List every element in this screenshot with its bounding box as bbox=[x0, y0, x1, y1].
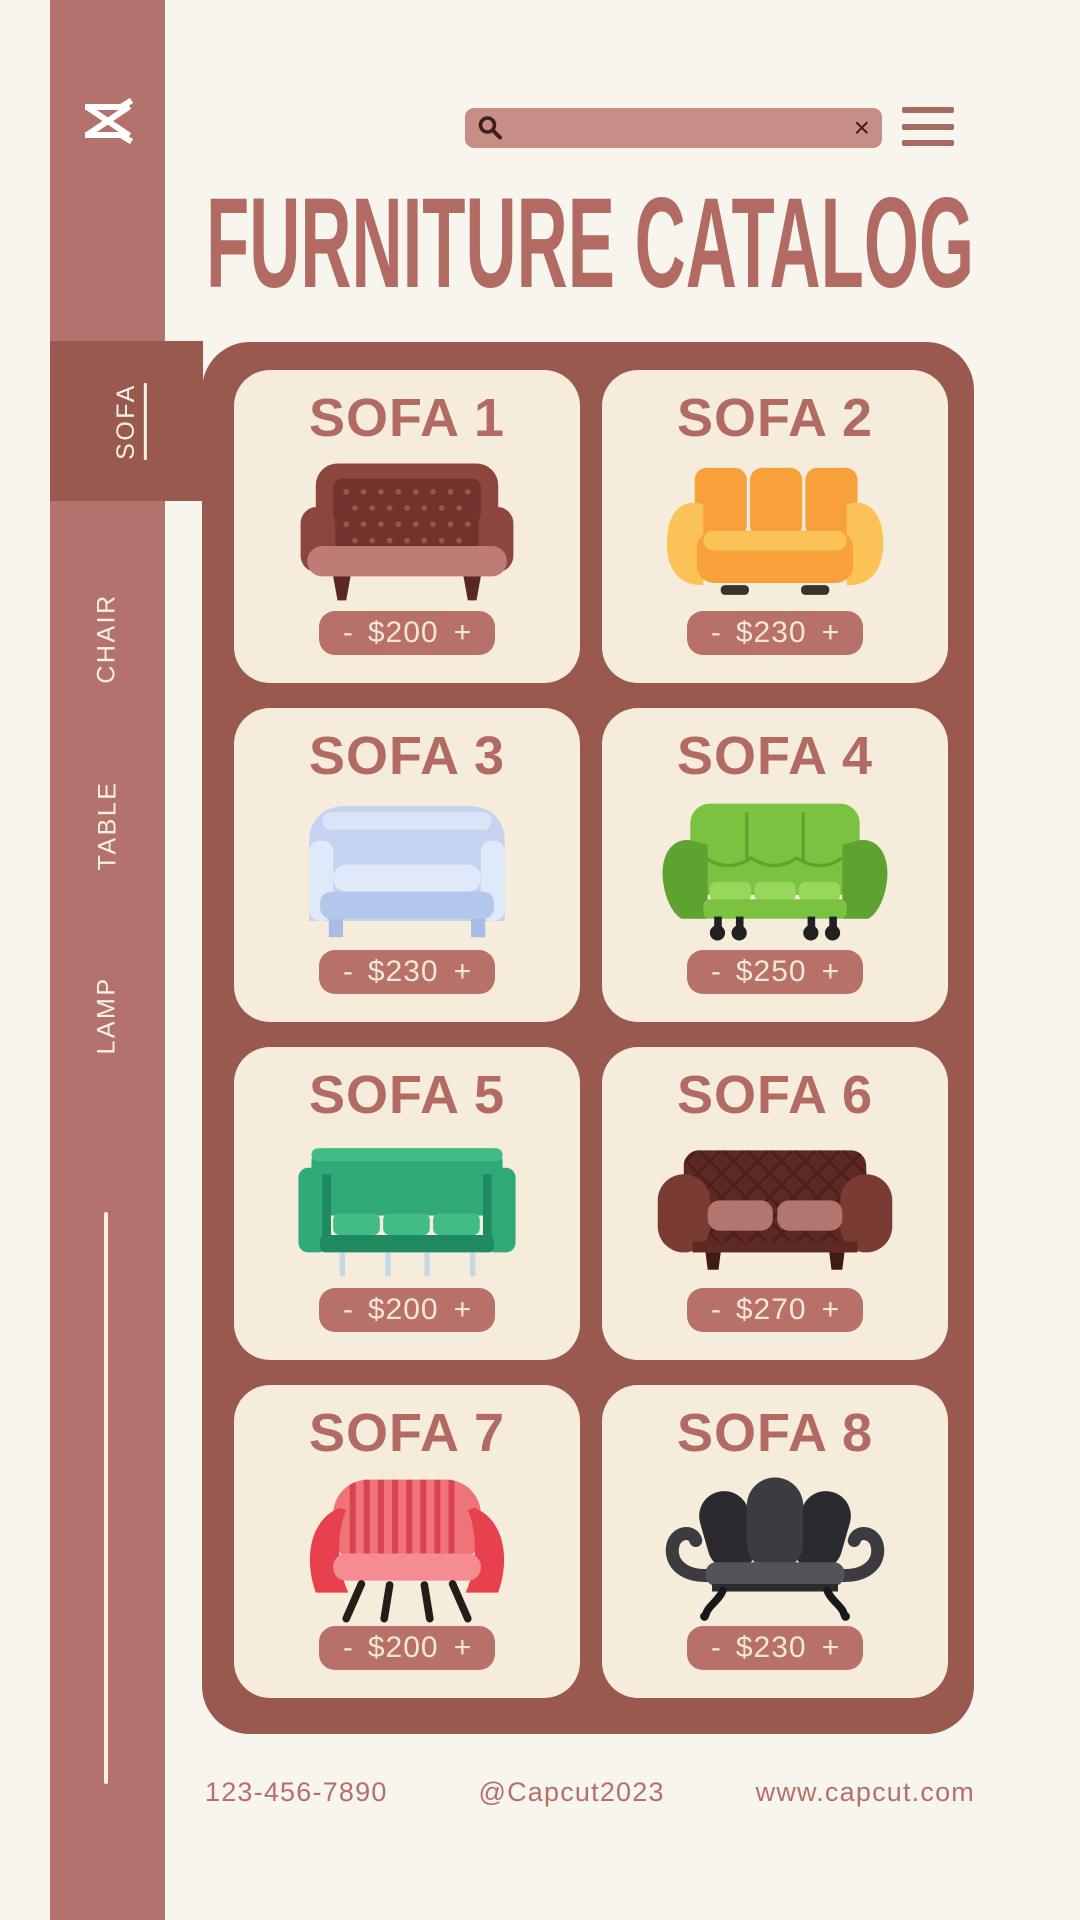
price-value: $270 bbox=[735, 1292, 807, 1326]
product-title: SOFA 5 bbox=[308, 1064, 506, 1125]
price-value: $200 bbox=[367, 616, 439, 650]
sidebar-item-table[interactable]: TABLE bbox=[50, 725, 165, 925]
product-title: SOFA 8 bbox=[676, 1402, 874, 1463]
price-value: $250 bbox=[735, 954, 807, 988]
price-stepper: - $200 + bbox=[318, 611, 496, 656]
product-title: SOFA 6 bbox=[676, 1064, 874, 1125]
sofa-8-image bbox=[639, 1471, 911, 1623]
increase-price-button[interactable]: + bbox=[821, 616, 840, 650]
sofa-1-image bbox=[271, 457, 543, 609]
menu-bar bbox=[902, 140, 954, 146]
increase-price-button[interactable]: + bbox=[453, 1631, 472, 1664]
product-card-sofa-2[interactable]: SOFA 2 - $230 + bbox=[602, 370, 948, 684]
sofa-7-image bbox=[271, 1471, 543, 1623]
sidebar-item-chair[interactable]: CHAIR bbox=[50, 538, 165, 738]
sidebar-item-sofa-active-tab[interactable]: SOFA bbox=[50, 341, 203, 501]
price-value: $230 bbox=[735, 616, 807, 650]
decrease-price-button[interactable]: - bbox=[342, 616, 353, 650]
sidebar-divider-line bbox=[104, 1212, 108, 1784]
product-card-sofa-8[interactable]: SOFA 8 - $230 + bbox=[602, 1384, 948, 1698]
price-value: $230 bbox=[367, 954, 439, 988]
sidebar-item-label: TABLE bbox=[93, 780, 121, 870]
menu-bar bbox=[902, 107, 954, 113]
menu-button[interactable] bbox=[902, 107, 954, 146]
decrease-price-button[interactable]: - bbox=[710, 1631, 721, 1664]
price-stepper: - $200 + bbox=[318, 1626, 496, 1670]
decrease-price-button[interactable]: - bbox=[342, 1631, 353, 1664]
search-input[interactable] bbox=[511, 114, 846, 142]
price-stepper: - $250 + bbox=[686, 949, 864, 994]
product-card-sofa-1[interactable]: SOFA 1 - $200 + bbox=[234, 370, 580, 684]
product-card-sofa-5[interactable]: SOFA 5 - $200 + bbox=[234, 1046, 580, 1360]
increase-price-button[interactable]: + bbox=[453, 1292, 472, 1326]
increase-price-button[interactable]: + bbox=[453, 616, 472, 650]
sidebar-item-label: LAMP bbox=[93, 975, 121, 1055]
sofa-3-image bbox=[271, 795, 543, 947]
footer-phone: 123-456-7890 bbox=[205, 1776, 388, 1807]
catalog-panel: SOFA 1 - $200 + SOFA 2 bbox=[202, 342, 974, 1734]
footer-website: www.capcut.com bbox=[755, 1776, 975, 1807]
price-stepper: - $230 + bbox=[686, 1626, 864, 1670]
product-title: SOFA 7 bbox=[308, 1402, 506, 1463]
search-icon bbox=[477, 115, 503, 141]
footer: 123-456-7890 @Capcut2023 www.capcut.com bbox=[205, 1766, 975, 1818]
product-title: SOFA 4 bbox=[676, 726, 874, 787]
product-title: SOFA 3 bbox=[308, 726, 506, 787]
svg-text:FURNITURE CATALOG: FURNITURE CATALOG bbox=[206, 192, 974, 296]
product-title: SOFA 1 bbox=[308, 388, 506, 448]
sofa-5-image bbox=[271, 1133, 543, 1285]
sidebar-item-label: CHAIR bbox=[92, 592, 121, 684]
sidebar-item-label: SOFA bbox=[112, 382, 140, 460]
decrease-price-button[interactable]: - bbox=[342, 1292, 353, 1326]
capcut-logo-icon bbox=[81, 97, 135, 145]
decrease-price-button[interactable]: - bbox=[710, 616, 721, 650]
sidebar-item-lamp[interactable]: LAMP bbox=[50, 915, 165, 1115]
decrease-price-button[interactable]: - bbox=[710, 954, 721, 988]
search-clear-button[interactable]: × bbox=[853, 112, 870, 143]
page-title: FURNITURE CATALOG bbox=[206, 192, 974, 296]
decrease-price-button[interactable]: - bbox=[342, 954, 353, 988]
sidebar: CHAIR TABLE LAMP bbox=[50, 0, 165, 1920]
price-stepper: - $230 + bbox=[318, 949, 496, 994]
price-stepper: - $230 + bbox=[686, 611, 864, 656]
product-card-sofa-6[interactable]: SOFA 6 - $270 + bbox=[602, 1046, 948, 1360]
product-card-sofa-3[interactable]: SOFA 3 - $230 + bbox=[234, 708, 580, 1022]
product-card-sofa-4[interactable]: SOFA 4 - $250 + bbox=[602, 708, 948, 1022]
price-stepper: - $270 + bbox=[686, 1287, 864, 1332]
increase-price-button[interactable]: + bbox=[821, 1292, 840, 1326]
decrease-price-button[interactable]: - bbox=[710, 1292, 721, 1326]
menu-bar bbox=[902, 123, 954, 130]
increase-price-button[interactable]: + bbox=[821, 954, 840, 988]
sofa-2-image bbox=[639, 457, 911, 609]
price-value: $230 bbox=[735, 1631, 807, 1664]
footer-handle: @Capcut2023 bbox=[478, 1776, 665, 1807]
search-bar: × bbox=[465, 108, 882, 148]
product-title: SOFA 2 bbox=[676, 388, 874, 448]
increase-price-button[interactable]: + bbox=[453, 954, 472, 988]
sofa-6-image bbox=[639, 1133, 911, 1285]
price-value: $200 bbox=[367, 1631, 439, 1664]
price-value: $200 bbox=[367, 1292, 439, 1326]
product-card-sofa-7[interactable]: SOFA 7 - $200 + bbox=[234, 1384, 580, 1698]
price-stepper: - $200 + bbox=[318, 1287, 496, 1332]
sofa-4-image bbox=[639, 795, 911, 947]
increase-price-button[interactable]: + bbox=[821, 1631, 840, 1664]
